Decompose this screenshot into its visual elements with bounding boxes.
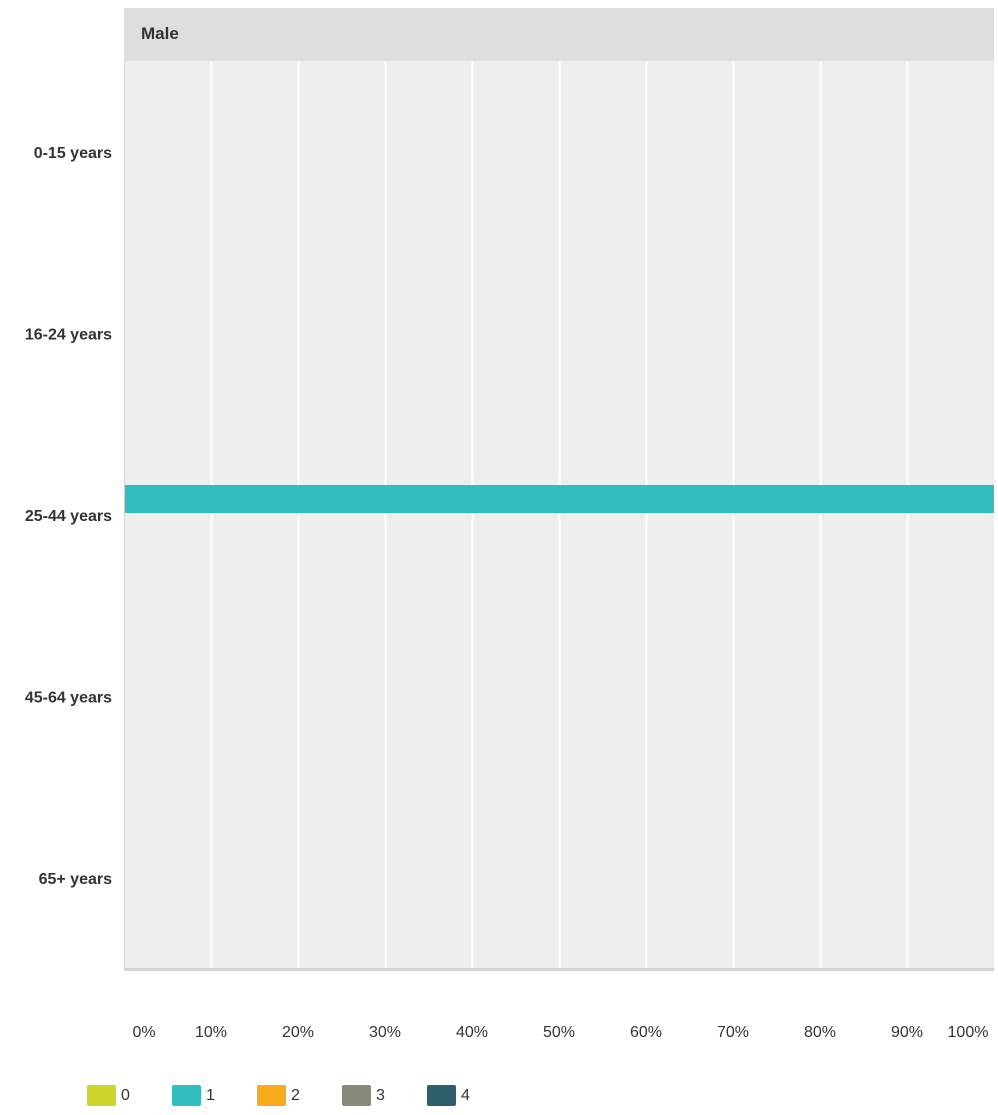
category-label: 65+ years	[39, 871, 113, 888]
x-tick-label: 90%	[891, 1024, 923, 1041]
x-tick-label: 60%	[630, 1024, 662, 1041]
x-tick-label: 0%	[132, 1024, 155, 1041]
category-labels: 0-15 years 16-24 years 25-44 years 45-64 ye…	[25, 145, 112, 888]
bars	[124, 485, 994, 513]
x-tick-label: 40%	[456, 1024, 488, 1041]
legend-swatch	[257, 1085, 286, 1106]
legend: 0 1 2 3 4	[87, 1085, 470, 1106]
legend-label: 1	[206, 1087, 215, 1104]
legend-label: 3	[376, 1087, 385, 1104]
panel-header	[124, 8, 994, 61]
x-tick-labels: 0% 10% 20% 30% 40% 50% 60% 70% 80% 90% 100%	[132, 1024, 988, 1041]
x-tick-label: 100%	[948, 1024, 989, 1041]
legend-swatch	[342, 1085, 371, 1106]
x-tick-label: 30%	[369, 1024, 401, 1041]
legend-label: 4	[461, 1087, 470, 1104]
x-tick-label: 20%	[282, 1024, 314, 1041]
x-tick-label: 80%	[804, 1024, 836, 1041]
legend-label: 2	[291, 1087, 300, 1104]
x-tick-label: 50%	[543, 1024, 575, 1041]
x-tick-label: 70%	[717, 1024, 749, 1041]
gridlines	[210, 61, 909, 969]
legend-swatch	[427, 1085, 456, 1106]
category-label: 0-15 years	[34, 145, 112, 162]
panel-title: Male	[141, 24, 179, 43]
legend-label: 0	[121, 1087, 130, 1104]
x-tick-label: 10%	[195, 1024, 227, 1041]
bar	[124, 485, 994, 513]
legend-swatch	[87, 1085, 116, 1106]
legend-swatch	[172, 1085, 201, 1106]
category-label: 45-64 years	[25, 690, 112, 707]
category-label: 16-24 years	[25, 326, 112, 343]
category-label: 25-44 years	[25, 508, 112, 525]
